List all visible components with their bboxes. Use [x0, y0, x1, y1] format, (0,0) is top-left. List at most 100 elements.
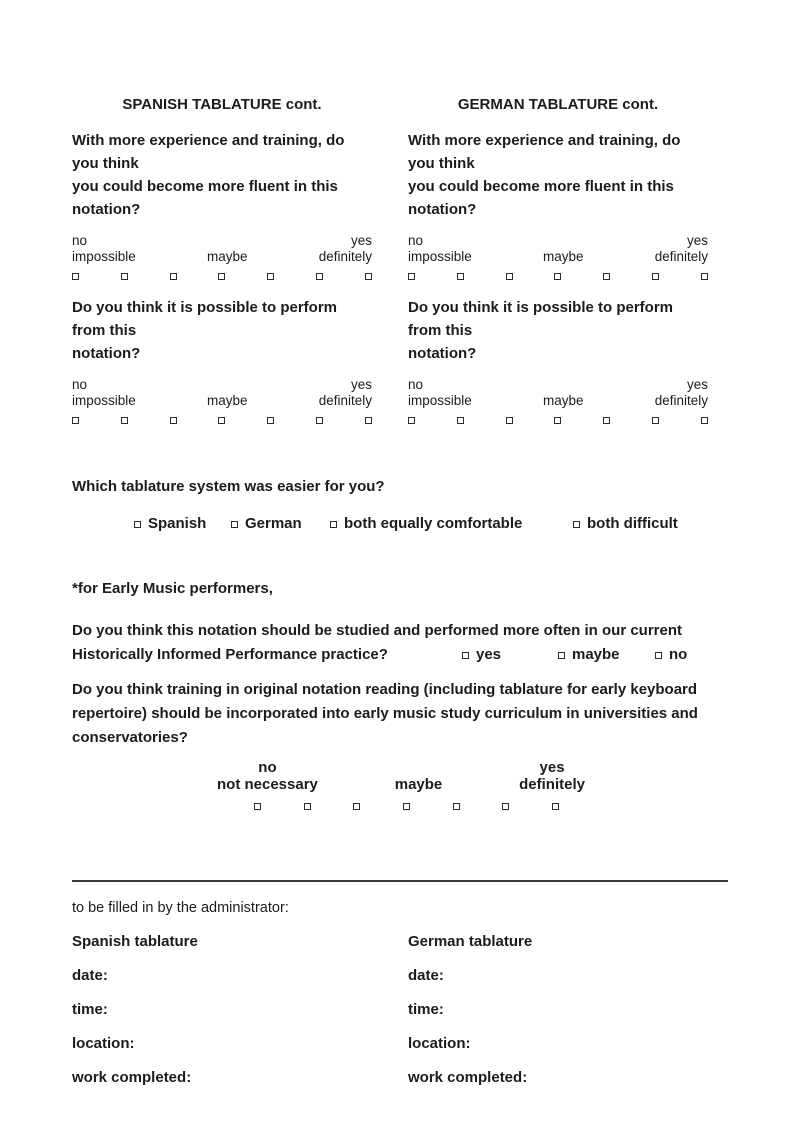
location-field-label: location:: [408, 1035, 471, 1052]
administrator-note: to be filled in by the administrator:: [72, 900, 289, 916]
option-german[interactable]: German: [231, 514, 302, 534]
option-checkbox[interactable]: [330, 520, 337, 528]
option-no[interactable]: no: [655, 645, 687, 665]
scale-low-label: impossible: [72, 393, 136, 408]
question-line: Do you think it is possible to perform f…: [72, 299, 338, 339]
date-field-label: date:: [408, 967, 444, 984]
curriculum-question: Do you think training in original notati…: [72, 678, 728, 750]
option-yes[interactable]: yes: [462, 645, 501, 665]
option-label: yes: [476, 646, 502, 663]
easier-system-question: Which tablature system was easier for yo…: [72, 478, 385, 495]
rating-checkbox-row: [72, 417, 372, 424]
rating-checkbox[interactable]: [554, 273, 562, 280]
option-checkbox[interactable]: [558, 651, 565, 659]
option-checkbox[interactable]: [462, 651, 469, 659]
scale-high-label: definitely: [318, 393, 372, 408]
rating-checkbox[interactable]: [505, 273, 513, 280]
time-field-label: time:: [408, 1001, 444, 1018]
rating-checkbox-row: [408, 417, 708, 424]
scale-no-label: no: [408, 377, 424, 392]
rating-checkbox[interactable]: [120, 273, 128, 280]
rating-checkbox[interactable]: [218, 417, 226, 424]
option-label: both equally comfortable: [344, 515, 523, 532]
rating-checkbox[interactable]: [169, 417, 177, 424]
option-label: maybe: [572, 646, 620, 663]
option-both-equally-comfortable[interactable]: both equally comfortable: [330, 514, 522, 534]
spanish-fluency-question: With more experience and training, do yo…: [72, 129, 372, 221]
rating-checkbox[interactable]: [72, 273, 79, 280]
rating-checkbox[interactable]: [267, 273, 275, 280]
scale-yes-group: yes definitely: [519, 759, 585, 793]
question-line: you could become more fluent in this not…: [72, 178, 338, 218]
scale-definitely-label: definitely: [519, 776, 585, 793]
option-checkbox[interactable]: [134, 520, 141, 528]
rating-checkbox[interactable]: [267, 417, 275, 424]
rating-checkbox[interactable]: [456, 417, 464, 424]
rating-checkbox[interactable]: [456, 273, 464, 280]
spanish-tablature-column: SPANISH TABLATURE cont. With more experi…: [72, 96, 372, 424]
rating-checkbox[interactable]: [169, 273, 177, 280]
rating-checkbox[interactable]: [603, 273, 611, 280]
german-perform-question: Do you think it is possible to perform f…: [408, 296, 708, 365]
hip-question: Do you think this notation should be stu…: [72, 619, 728, 667]
question-line: conservatories?: [72, 729, 188, 746]
rating-checkbox[interactable]: [603, 417, 611, 424]
rating-checkbox[interactable]: [505, 417, 513, 424]
rating-checkbox[interactable]: [551, 803, 559, 810]
rating-checkbox[interactable]: [353, 803, 361, 810]
option-maybe[interactable]: maybe: [558, 645, 620, 665]
question-line: With more experience and training, do yo…: [72, 132, 345, 172]
question-line: Do you think training in original notati…: [72, 681, 698, 698]
scale-yes-label: yes: [350, 233, 372, 248]
scale-maybe-group: maybe: [395, 776, 443, 793]
scale-mid-label: maybe: [542, 249, 584, 264]
scale-low-label: impossible: [408, 393, 472, 408]
rating-checkbox[interactable]: [303, 803, 311, 810]
rating-checkbox[interactable]: [316, 273, 324, 280]
question-line: notation?: [408, 345, 477, 362]
rating-checkbox[interactable]: [502, 803, 510, 810]
rating-checkbox[interactable]: [72, 417, 79, 424]
rating-checkbox[interactable]: [218, 273, 226, 280]
option-label: Spanish: [148, 515, 207, 532]
location-field-label: location:: [72, 1035, 135, 1052]
rating-checkbox[interactable]: [254, 803, 261, 810]
option-checkbox[interactable]: [573, 520, 580, 528]
question-line: Do you think it is possible to perform f…: [408, 299, 674, 339]
rating-checkbox[interactable]: [408, 417, 415, 424]
spanish-fluency-scale: no yes impossible maybe definitely: [72, 233, 372, 280]
option-checkbox[interactable]: [231, 520, 238, 528]
scale-mid-label: maybe: [206, 249, 248, 264]
option-checkbox[interactable]: [655, 651, 662, 659]
scale-no-label: no: [408, 233, 424, 248]
rating-checkbox[interactable]: [700, 273, 708, 280]
rating-checkbox[interactable]: [364, 417, 372, 424]
admin-spanish-title: Spanish tablature: [72, 933, 198, 950]
scale-mid-label: maybe: [206, 393, 248, 408]
time-field-label: time:: [72, 1001, 108, 1018]
scale-high-label: definitely: [654, 393, 708, 408]
rating-checkbox[interactable]: [652, 417, 660, 424]
option-spanish[interactable]: Spanish: [134, 514, 206, 534]
rating-checkbox[interactable]: [652, 273, 660, 280]
rating-checkbox[interactable]: [700, 417, 708, 424]
rating-checkbox[interactable]: [402, 803, 410, 810]
hip-question-line1: Do you think this notation should be stu…: [72, 622, 683, 639]
rating-checkbox[interactable]: [452, 803, 460, 810]
german-perform-scale: no yes impossible maybe definitely: [408, 377, 708, 424]
work-completed-field-label: work completed:: [408, 1069, 528, 1086]
administrator-columns: Spanish tablature date: time: location: …: [72, 932, 728, 1087]
german-section-title: GERMAN TABLATURE cont.: [457, 96, 659, 113]
scale-yes-label: yes: [686, 233, 708, 248]
scale-high-label: definitely: [654, 249, 708, 264]
rating-checkbox[interactable]: [364, 273, 372, 280]
scale-no-group: no not necessary: [217, 759, 318, 793]
rating-checkbox[interactable]: [120, 417, 128, 424]
scale-yes-label: yes: [686, 377, 708, 392]
rating-checkbox[interactable]: [316, 417, 324, 424]
rating-checkbox[interactable]: [408, 273, 415, 280]
german-fluency-question: With more experience and training, do yo…: [408, 129, 708, 221]
option-both-difficult[interactable]: both difficult: [573, 514, 678, 534]
rating-checkbox[interactable]: [554, 417, 562, 424]
scale-no-label: no: [258, 759, 277, 776]
